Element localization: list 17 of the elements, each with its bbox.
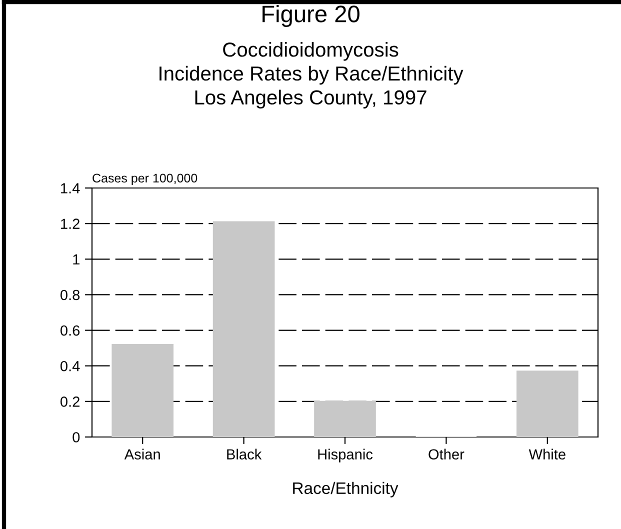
- y-axis-title: Cases per 100,000: [92, 174, 198, 186]
- y-tick-label: 0.2: [60, 396, 80, 407]
- x-tick-label: Hispanic: [318, 448, 373, 462]
- chart-subtitle: Coccidioidomycosis Incidence Rates by Race/Ethnicity Los Angeles County, 1997: [160, 42, 464, 109]
- y-tick-label: 0.4: [60, 360, 80, 372]
- y-tick-label: 0.8: [60, 290, 80, 300]
- y-tick-label: 0: [72, 432, 80, 442]
- y-tick-label: 1.4: [61, 183, 80, 194]
- x-axis-title: Race/Ethnicity: [293, 482, 398, 498]
- y-tick-label: 1: [73, 254, 80, 264]
- x-tick-label: Other: [428, 448, 464, 460]
- x-tick-label: Asian: [124, 448, 160, 460]
- x-tick-label: White: [528, 448, 566, 460]
- y-tick-label: 1.2: [61, 218, 80, 229]
- chart-title: Figure 20: [262, 4, 360, 28]
- x-tick-label: Black: [227, 448, 262, 460]
- y-tick-label: 0.6: [60, 325, 80, 336]
